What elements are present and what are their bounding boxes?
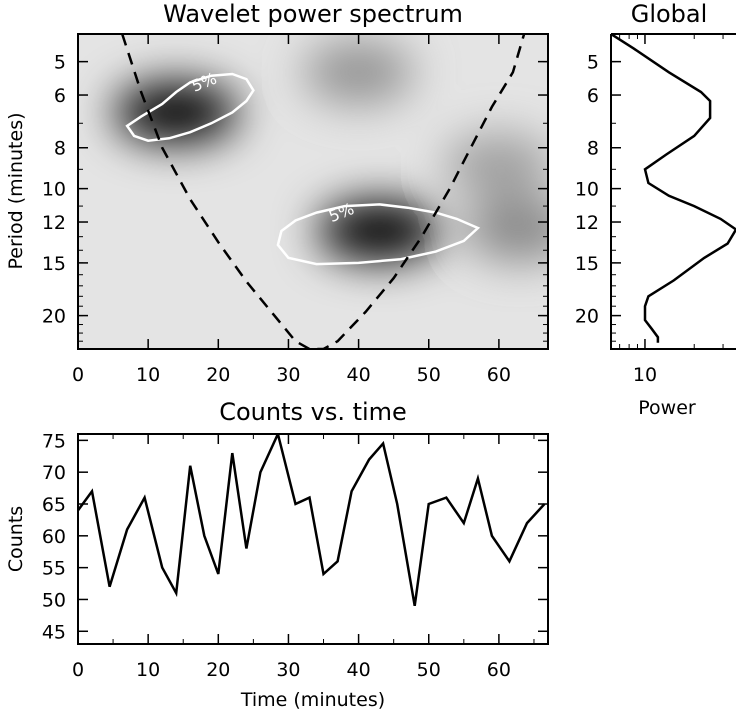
x-tick-label: 0 bbox=[72, 659, 84, 681]
y-tick-label: 55 bbox=[42, 558, 66, 580]
x-tick-label: 30 bbox=[276, 659, 300, 681]
y-tick-label: 10 bbox=[42, 179, 66, 201]
x-tick-label: 50 bbox=[417, 659, 441, 681]
y-tick-label: 70 bbox=[42, 462, 66, 484]
y-tick-label: 15 bbox=[42, 253, 66, 275]
wavelet-frame bbox=[77, 33, 549, 350]
global-power-panel: 5 6 8 10 12 15 20 10 Global Power bbox=[575, 0, 736, 419]
x-tick-label: 10 bbox=[136, 364, 160, 386]
power-blobs bbox=[114, 40, 548, 262]
y-tick-label: 45 bbox=[42, 621, 66, 643]
counts-xlabel: Time (minutes) bbox=[240, 689, 385, 711]
x-tick-label: 60 bbox=[487, 659, 511, 681]
counts-ylabel: Counts bbox=[5, 506, 27, 572]
global-xlabel: Power bbox=[638, 397, 696, 419]
x-tick-label: 20 bbox=[206, 659, 230, 681]
y-tick-label: 60 bbox=[42, 526, 66, 548]
y-tick-label: 8 bbox=[587, 138, 599, 160]
y-tick-label: 12 bbox=[575, 212, 599, 234]
x-tick-label: 40 bbox=[347, 364, 371, 386]
power-peak bbox=[317, 200, 442, 261]
wavelet-title: Wavelet power spectrum bbox=[163, 0, 463, 28]
x-tick-label: 60 bbox=[487, 364, 511, 386]
global-power-series bbox=[611, 34, 736, 343]
power-peak bbox=[303, 40, 414, 105]
y-tick-label: 5 bbox=[54, 52, 66, 74]
y-tick-label: 20 bbox=[42, 306, 66, 328]
y-tick-label: 65 bbox=[42, 494, 66, 516]
x-tick-label: 0 bbox=[72, 364, 84, 386]
y-tick-label: 50 bbox=[42, 589, 66, 611]
y-tick-label: 6 bbox=[587, 85, 599, 107]
counts-title: Counts vs. time bbox=[219, 398, 407, 426]
counts-series bbox=[78, 434, 546, 607]
power-peak bbox=[443, 133, 548, 198]
x-tick-label: 50 bbox=[417, 364, 441, 386]
wavelet-ticks: 0 10 20 30 40 50 60 5 6 8 10 12 15 20 bbox=[42, 34, 548, 386]
counts-ticks: 0 10 20 30 40 50 60 45 50 55 60 65 70 75 bbox=[42, 430, 548, 681]
contour-line bbox=[125, 72, 255, 142]
wavelet-ylabel: Period (minutes) bbox=[5, 112, 27, 269]
y-tick-label: 6 bbox=[54, 85, 66, 107]
y-tick-label: 20 bbox=[575, 306, 599, 328]
x-tick-label: 10 bbox=[633, 364, 657, 386]
x-tick-label: 30 bbox=[276, 364, 300, 386]
global-title: Global bbox=[631, 0, 708, 28]
y-tick-label: 75 bbox=[42, 430, 66, 452]
power-peak bbox=[464, 197, 548, 262]
y-tick-label: 10 bbox=[575, 179, 599, 201]
global-frame bbox=[610, 33, 736, 350]
y-tick-label: 12 bbox=[42, 212, 66, 234]
counts-panel: 0 10 20 30 40 50 60 45 50 55 60 65 70 75 Counts vs. t… bbox=[5, 398, 549, 711]
y-tick-label: 15 bbox=[575, 253, 599, 275]
power-peak bbox=[114, 82, 239, 143]
y-tick-label: 8 bbox=[54, 138, 66, 160]
x-tick-label: 10 bbox=[136, 659, 160, 681]
contour-line bbox=[276, 203, 481, 266]
counts-frame bbox=[77, 433, 549, 645]
x-tick-label: 20 bbox=[206, 364, 230, 386]
x-tick-label: 40 bbox=[347, 659, 371, 681]
y-tick-label: 5 bbox=[587, 52, 599, 74]
